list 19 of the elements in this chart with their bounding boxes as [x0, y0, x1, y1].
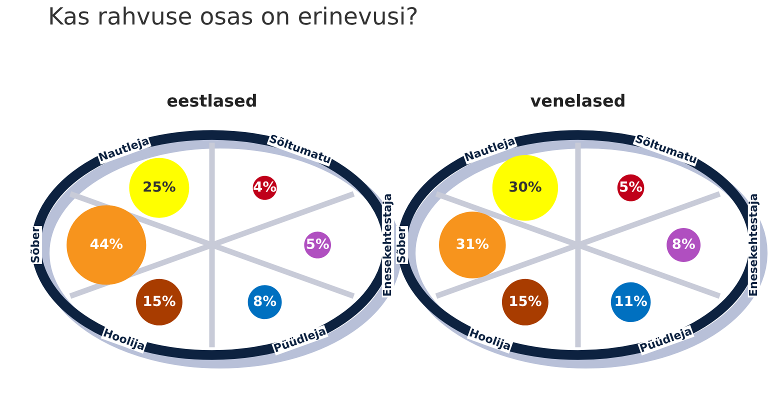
category-label: Sõber [396, 226, 406, 263]
category-label: Enesekehtestaja [748, 194, 760, 296]
data-label: 30% [510, 181, 542, 192]
text: Kas rahvuse osas on erinevusi? [50, 6, 417, 25]
data-label: 15% [510, 296, 542, 306]
category-label: Enesekehtestaja [382, 194, 394, 296]
text: venelased [530, 94, 624, 107]
data-label: 5% [306, 238, 329, 250]
data-label: 15% [144, 296, 176, 306]
category-label: Sõber [30, 226, 40, 263]
data-label: 8% [672, 238, 695, 250]
text: eestlased [167, 94, 256, 107]
data-label: 25% [144, 181, 176, 192]
data-label: 44% [90, 238, 123, 250]
data-label: 31% [456, 238, 489, 250]
data-label: 4% [254, 181, 276, 192]
data-label: 8% [254, 296, 276, 306]
data-label: 5% [620, 181, 642, 192]
data-label: 11% [616, 296, 647, 306]
